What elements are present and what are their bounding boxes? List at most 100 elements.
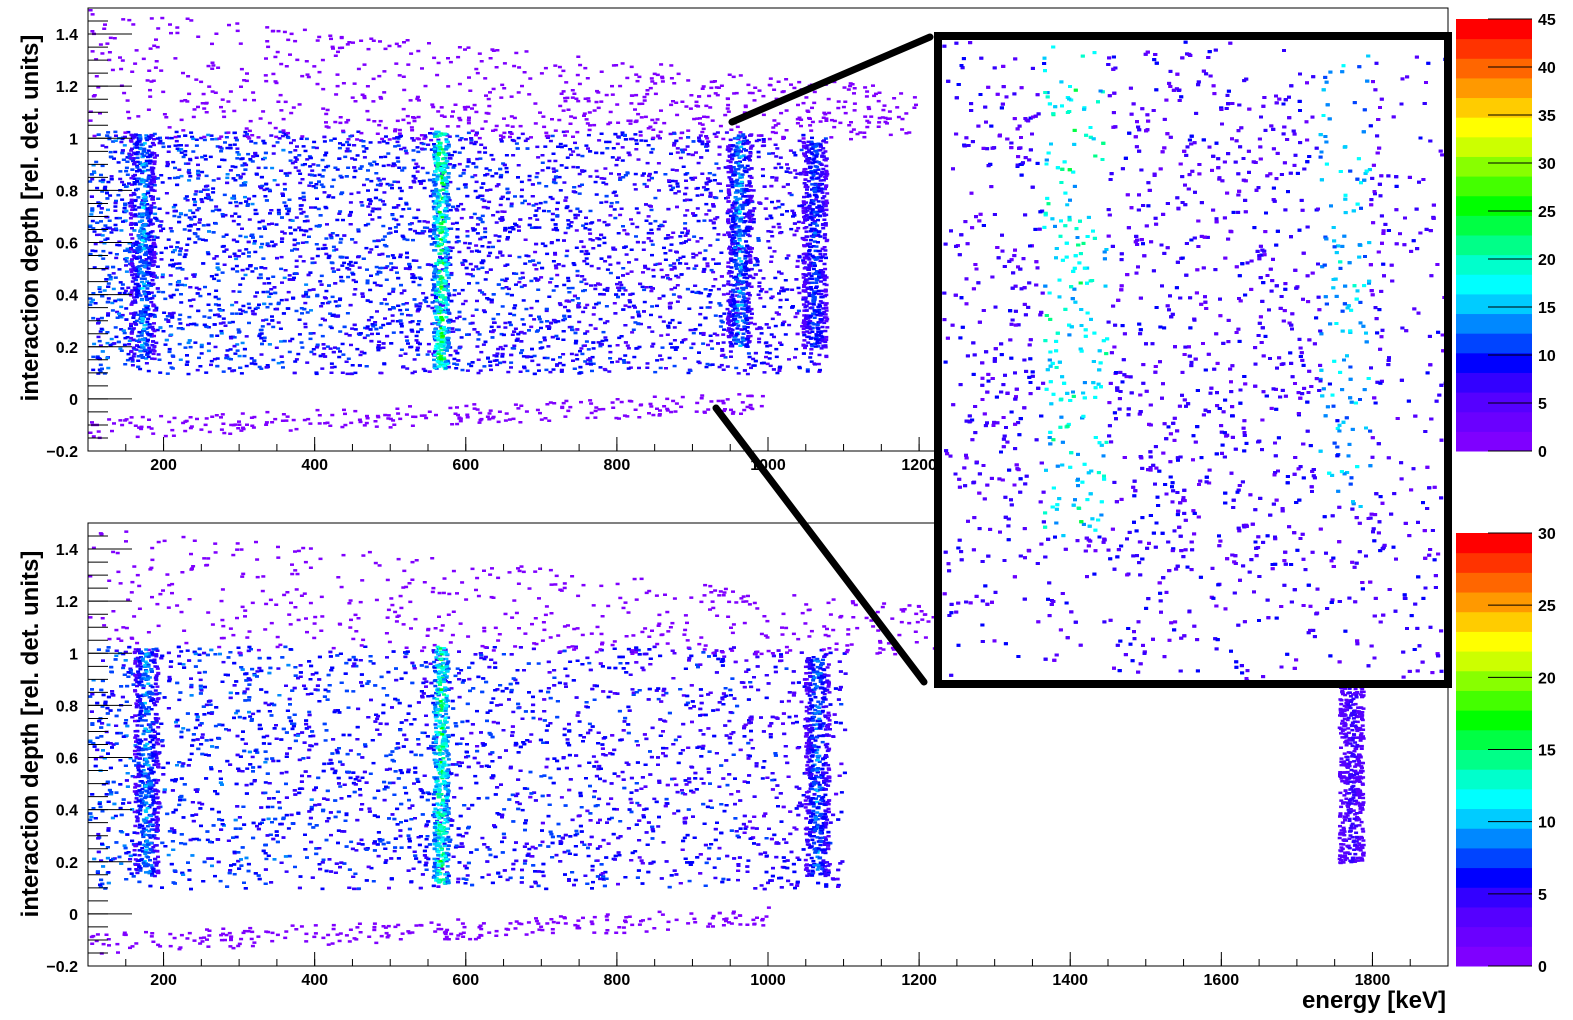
heatmap-cell: [179, 247, 183, 250]
heatmap-cell: [359, 131, 364, 135]
heatmap-cell: [404, 302, 409, 305]
heatmap-cell: [491, 317, 496, 321]
heatmap-cell: [117, 240, 122, 243]
heatmap-cell: [391, 331, 396, 334]
heatmap-cell: [109, 337, 114, 341]
heatmap-cell: [717, 153, 722, 156]
heatmap-cell: [405, 256, 410, 259]
heatmap-cell: [338, 350, 342, 353]
heatmap-cell: [615, 103, 620, 106]
heatmap-cell: [496, 420, 501, 424]
heatmap-cell: [683, 338, 688, 341]
heatmap-cell: [252, 359, 257, 362]
heatmap-cell: [682, 357, 687, 360]
heatmap-cell: [320, 367, 325, 370]
heatmap-cell: [405, 238, 410, 242]
heatmap-cell: [713, 92, 718, 95]
heatmap-cell: [649, 176, 654, 180]
heatmap-cell: [136, 242, 141, 245]
heatmap-cell: [520, 349, 525, 352]
heatmap-cell: [634, 148, 639, 151]
heatmap-cell: [286, 209, 291, 213]
heatmap-cell: [416, 353, 421, 356]
heatmap-cell: [106, 366, 111, 370]
heatmap-cell: [107, 58, 112, 62]
heatmap-cell: [663, 252, 668, 255]
heatmap-cell: [251, 236, 255, 239]
heatmap-cell: [297, 318, 302, 321]
heatmap-cell: [710, 347, 715, 350]
heatmap-cell: [228, 169, 233, 172]
heatmap-cell: [116, 161, 121, 164]
heatmap-cell: [785, 183, 790, 186]
heatmap-cell: [520, 318, 525, 321]
heatmap-cell: [370, 218, 375, 221]
heatmap-cell: [623, 354, 628, 357]
heatmap-cell: [270, 240, 275, 243]
heatmap-cell: [396, 160, 401, 163]
heatmap-cell: [746, 83, 751, 87]
heatmap-cell: [345, 140, 350, 144]
heatmap-cell: [260, 184, 265, 188]
heatmap-cell: [123, 202, 127, 205]
heatmap-cell: [140, 199, 145, 202]
heatmap-cell: [653, 92, 658, 96]
heatmap-cell: [350, 264, 355, 267]
heatmap-cell: [243, 130, 248, 134]
heatmap-cell: [651, 342, 656, 346]
heatmap-cell: [377, 123, 382, 127]
heatmap-cell: [357, 266, 362, 269]
heatmap-cell: [520, 201, 525, 205]
heatmap-cell: [412, 116, 417, 120]
heatmap-cell: [761, 140, 766, 143]
heatmap-cell: [279, 255, 284, 259]
heatmap-cell: [111, 228, 115, 231]
heatmap-cell: [718, 304, 723, 307]
heatmap-cell: [92, 230, 97, 233]
heatmap-cell: [316, 247, 321, 251]
heatmap-cell: [90, 13, 95, 16]
heatmap-cell: [475, 157, 480, 161]
heatmap-cell: [577, 320, 582, 324]
heatmap-cell: [97, 368, 102, 371]
heatmap-cell: [175, 246, 179, 249]
heatmap-cell: [586, 147, 590, 150]
heatmap-cell: [832, 80, 837, 84]
heatmap-cell: [88, 252, 93, 256]
heatmap-cell: [465, 234, 470, 238]
heatmap-cell: [171, 205, 176, 209]
heatmap-cell: [90, 50, 95, 53]
heatmap-cell: [797, 139, 802, 143]
heatmap-cell: [312, 65, 317, 68]
heatmap-cell: [99, 207, 104, 210]
heatmap-cell: [512, 330, 517, 333]
heatmap-cell: [876, 99, 881, 103]
heatmap-cell: [135, 246, 140, 250]
heatmap-cell: [168, 274, 173, 277]
heatmap-cell: [270, 315, 274, 318]
heatmap-cell: [643, 264, 647, 268]
heatmap-cell: [253, 141, 258, 145]
heatmap-cell: [573, 213, 578, 217]
heatmap-cell: [145, 331, 150, 334]
heatmap-cell: [841, 105, 846, 109]
heatmap-cell: [576, 55, 581, 58]
heatmap-cell: [196, 35, 201, 38]
heatmap-cell: [569, 221, 574, 224]
heatmap-cell: [608, 214, 613, 217]
heatmap-cell: [154, 217, 159, 220]
heatmap-cell: [789, 227, 794, 231]
heatmap-cell: [769, 333, 774, 336]
heatmap-cell: [259, 353, 264, 356]
heatmap-cell: [416, 323, 421, 326]
heatmap-cell: [414, 303, 419, 306]
heatmap-cell: [220, 309, 225, 312]
heatmap-cell: [338, 255, 343, 259]
heatmap-cell: [246, 135, 250, 139]
heatmap-cell: [198, 218, 202, 221]
heatmap-cell: [604, 93, 609, 97]
heatmap-cell: [369, 164, 374, 167]
heatmap-cell: [551, 228, 556, 231]
heatmap-cell: [799, 124, 803, 128]
heatmap-cell: [100, 190, 105, 193]
